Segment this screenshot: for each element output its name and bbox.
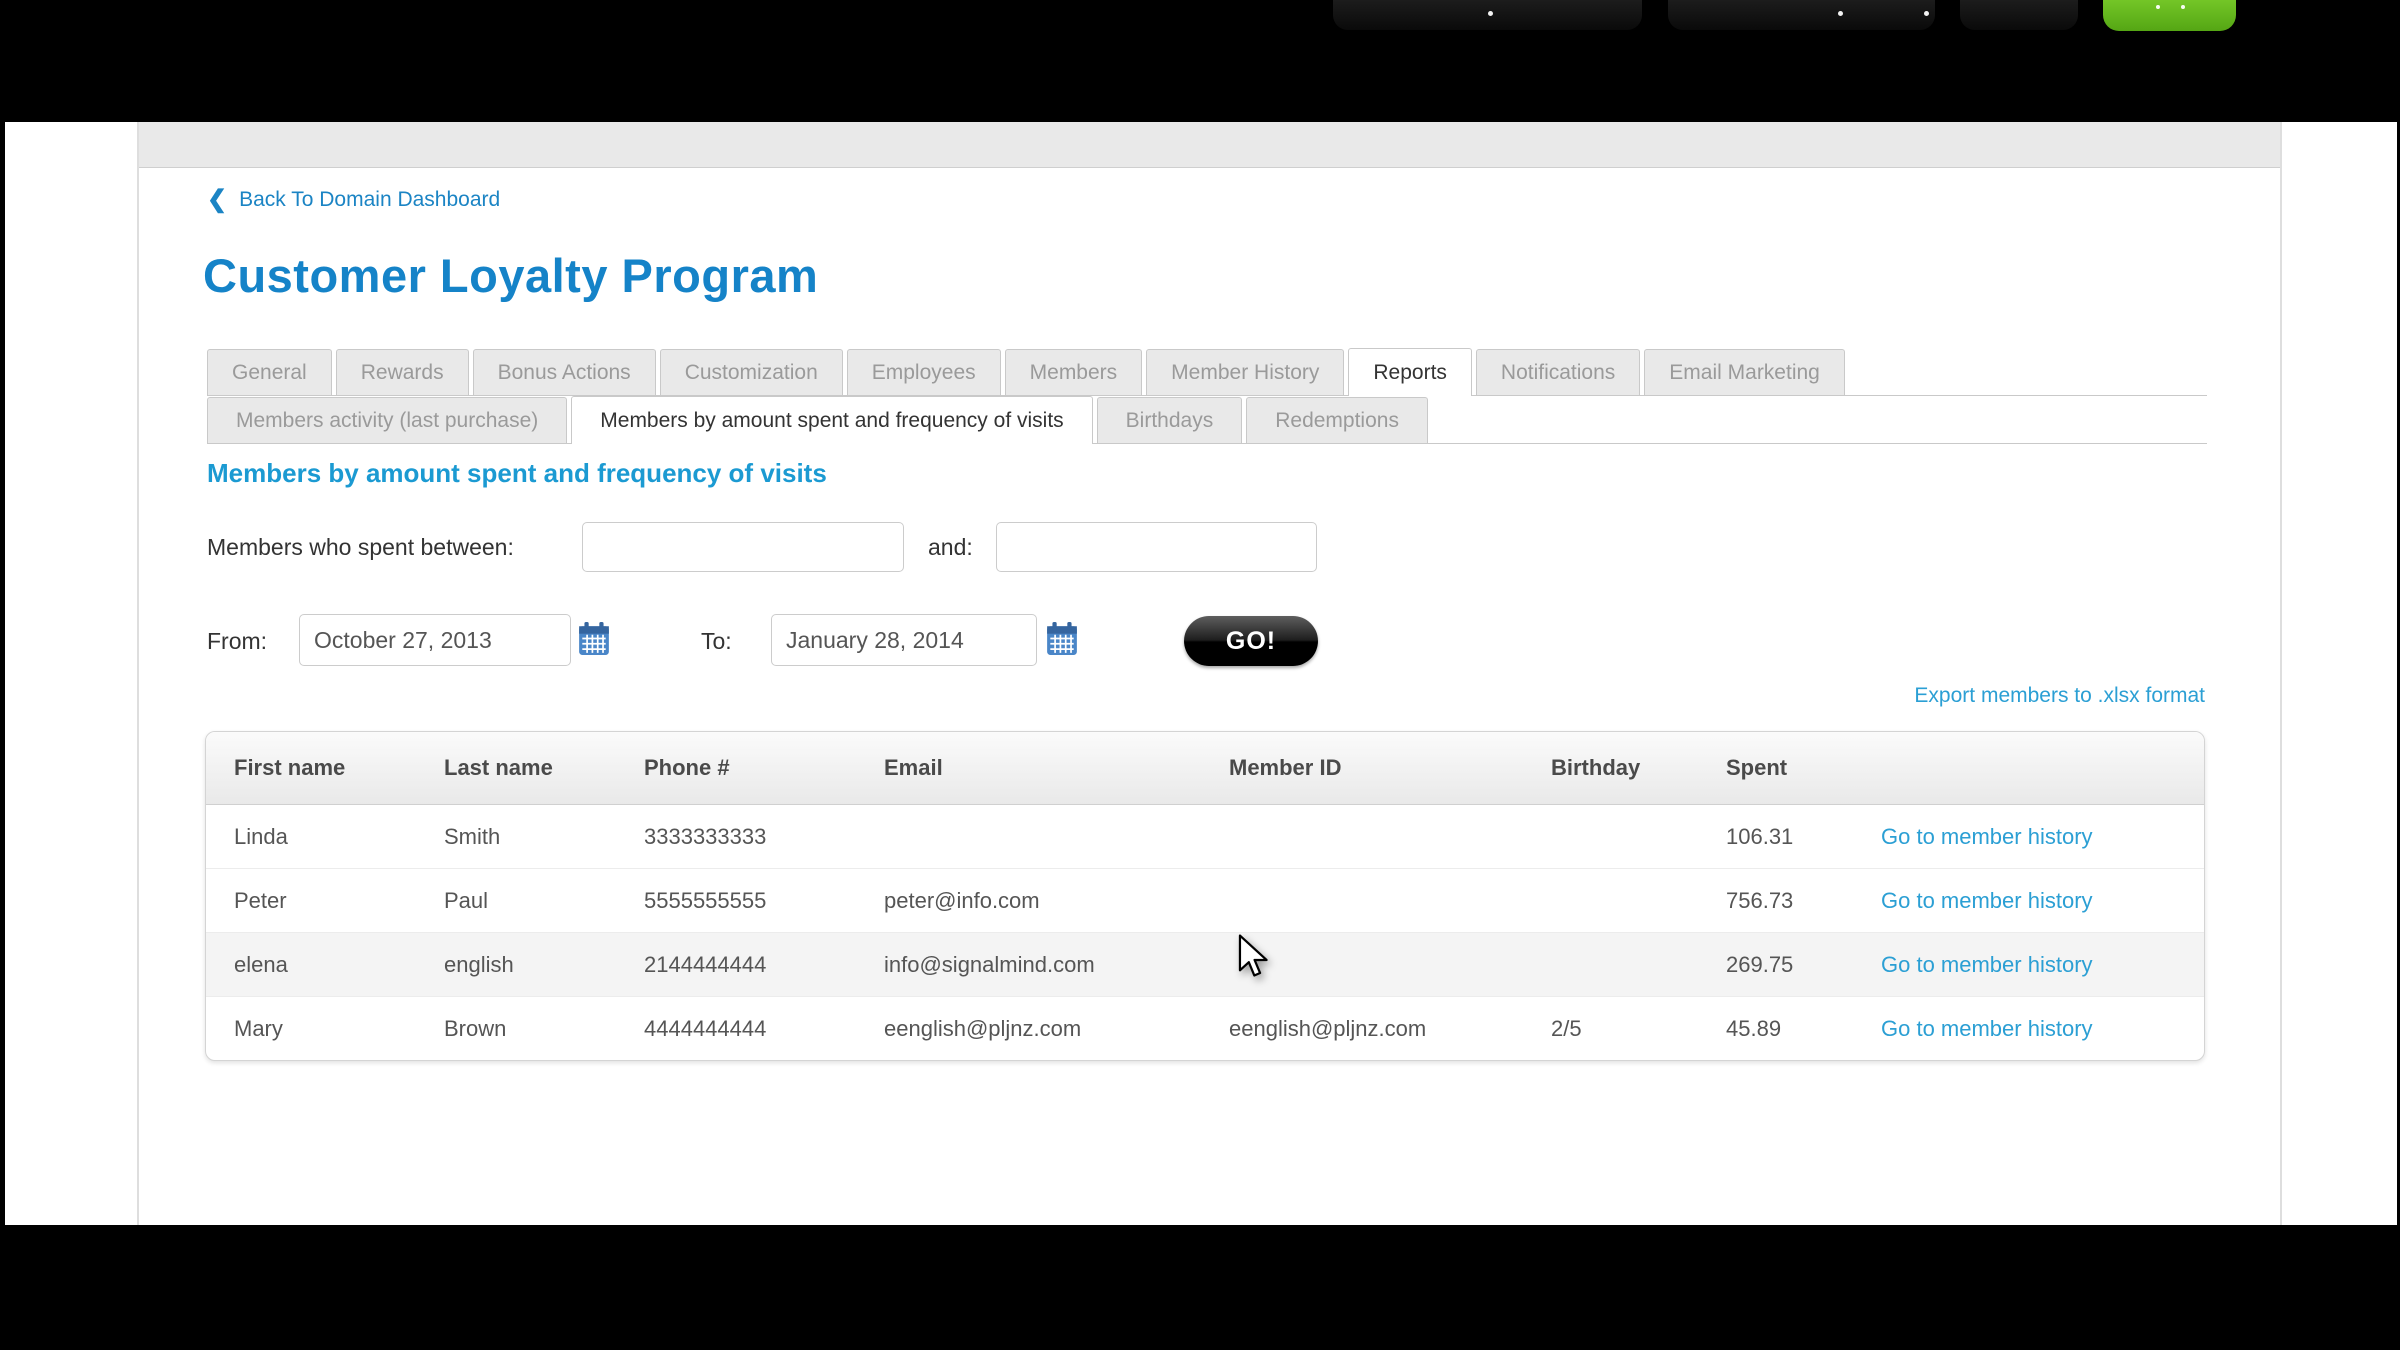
cell-first: Mary: [206, 996, 416, 1060]
column-header-email: Email: [856, 732, 1201, 805]
tab-birthdays[interactable]: Birthdays: [1096, 397, 1243, 443]
tab-customization[interactable]: Customization: [659, 349, 843, 395]
tab-members-by-amount-spent-and-frequency-of-visits[interactable]: Members by amount spent and frequency of…: [571, 396, 1093, 444]
go-to-member-history-link[interactable]: Go to member history: [1881, 1015, 2093, 1041]
cutoff-text-dot: [2156, 5, 2160, 9]
column-header-spent: Spent: [1698, 732, 1853, 805]
cell-spent: 45.89: [1698, 996, 1853, 1060]
column-header-blank: [1853, 732, 2204, 805]
member-row-mary-brown: Mary Brown 4444444444 eenglish@pljnz.com een…: [206, 996, 2204, 1060]
report-heading: Members by amount spent and frequency of…: [207, 458, 827, 488]
cell-phone: 3333333333: [644, 823, 767, 849]
column-header-birthday: Birthday: [1523, 732, 1698, 805]
content-right-divider: [2280, 122, 2282, 1225]
cutoff-text-dot: [1838, 11, 1843, 16]
back-chevron-icon: ❮: [207, 186, 228, 213]
cell-last: english: [416, 932, 616, 997]
spent-filter-label: Members who spent between:: [207, 534, 514, 560]
cell-member_id: eenglish@pljnz.com: [1201, 996, 1523, 1060]
go-to-member-history-link[interactable]: Go to member history: [1881, 951, 2093, 977]
cell-phone: 4444444444: [616, 996, 856, 1060]
go-button[interactable]: GO!: [1184, 616, 1318, 666]
cell-email: [856, 805, 1201, 869]
cell-phone: 2144444444: [616, 932, 856, 997]
back-to-dashboard-link[interactable]: ❮ Back To Domain Dashboard: [207, 188, 500, 212]
cutoff-text-dot: [1488, 11, 1493, 16]
cell-spent: 756.73: [1698, 868, 1853, 933]
cell-action: Go to member history: [1853, 868, 2204, 933]
cutoff-toolbar-button-1[interactable]: [1333, 0, 1642, 30]
primary-tab-row: General Rewards Bonus Actions Customization…: [207, 348, 2207, 396]
tab-members-activity-last-purchase[interactable]: Members activity (last purchase): [207, 397, 568, 443]
content-left-divider: [137, 122, 139, 1225]
cell-birthday: 2/5: [1523, 996, 1698, 1060]
cell-birthday: [1523, 868, 1698, 933]
tab-members[interactable]: Members: [1004, 349, 1143, 395]
cell-action: Go to member history: [1853, 996, 2204, 1060]
tab-email-marketing[interactable]: Email Marketing: [1644, 349, 1845, 395]
tab-member-history[interactable]: Member History: [1146, 349, 1345, 395]
cell-last: Brown: [416, 996, 616, 1060]
cell-email: info@signalmind.com: [856, 932, 1201, 997]
cell-member_id: [1201, 932, 1523, 997]
cell-first: Linda: [234, 823, 288, 849]
column-header-last-name: Last name: [416, 732, 616, 805]
tab-redemptions[interactable]: Redemptions: [1246, 397, 1428, 443]
cutoff-text-dot: [1924, 11, 1929, 16]
to-label: To:: [701, 628, 732, 654]
from-label: From:: [207, 628, 268, 654]
member-row-peter-paul: Peter Paul 5555555555 peter@info.com 756.73 G…: [206, 868, 2204, 933]
member-row-elena-english: elena english 2144444444 info@signalmind.co…: [206, 932, 2204, 997]
tab-employees[interactable]: Employees: [846, 349, 1001, 395]
export-xlsx-link[interactable]: Export members to .xlsx format: [1914, 684, 2205, 707]
cell-phone: 5555555555: [616, 868, 856, 933]
cell-email: eenglish@pljnz.com: [856, 996, 1201, 1060]
spent-min-input[interactable]: [582, 522, 904, 572]
members-table: First name Last name Phone # Email Member ID…: [205, 731, 2205, 1061]
go-to-member-history-link[interactable]: Go to member history: [1881, 887, 2093, 913]
tab-bonus-actions[interactable]: Bonus Actions: [472, 349, 656, 395]
column-header-member-id: Member ID: [1201, 732, 1523, 805]
tab-notifications[interactable]: Notifications: [1475, 349, 1641, 395]
from-date-input[interactable]: [299, 614, 571, 666]
cell-email: peter@info.com: [856, 868, 1201, 933]
mouse-cursor: [1237, 934, 1271, 985]
and-label: and:: [928, 534, 973, 560]
column-header-phone: Phone #: [616, 732, 856, 805]
cell-birthday: [1523, 932, 1698, 997]
tab-general[interactable]: General: [207, 349, 332, 395]
cell-first: elena: [206, 932, 416, 997]
page-title: Customer Loyalty Program: [203, 249, 819, 302]
cell-member_id: [1201, 805, 1523, 869]
tab-reports[interactable]: Reports: [1348, 348, 1472, 396]
cell-spent: 106.31: [1726, 823, 1794, 849]
cutoff-text-dot: [2181, 5, 2185, 9]
cutoff-toolbar-button-2[interactable]: [1668, 0, 1935, 30]
tab-rewards[interactable]: Rewards: [335, 349, 469, 395]
column-header-first-name: First name: [206, 732, 416, 805]
cutoff-toolbar-green-button[interactable]: [2103, 0, 2236, 31]
table-body: Linda Smith 3333333333 106.31 Go to member h…: [206, 805, 2204, 1060]
table-header-row: First name Last name Phone # Email Member ID…: [206, 732, 2204, 805]
cell-first: Peter: [206, 868, 416, 933]
cell-member_id: [1201, 868, 1523, 933]
secondary-tab-row: Members activity (last purchase) Members …: [207, 396, 2207, 444]
spent-max-input[interactable]: [996, 522, 1317, 572]
from-calendar-icon[interactable]: [578, 622, 610, 656]
cell-spent: 269.75: [1698, 932, 1853, 997]
top-toolbar-band: [139, 122, 2280, 168]
go-to-member-history-link[interactable]: Go to member history: [1881, 823, 2093, 849]
back-link-label: Back To Domain Dashboard: [239, 188, 501, 211]
cell-last: Paul: [416, 868, 616, 933]
to-calendar-icon[interactable]: [1046, 622, 1078, 656]
cell-last: Smith: [444, 823, 501, 849]
member-row-linda-smith: Linda Smith 3333333333 106.31 Go to member h…: [206, 805, 2204, 869]
cell-action: Go to member history: [1853, 805, 2204, 869]
to-date-input[interactable]: [771, 614, 1037, 666]
cell-birthday: [1523, 805, 1698, 869]
cell-action: Go to member history: [1853, 932, 2204, 997]
cutoff-toolbar-button-3[interactable]: [1960, 0, 2078, 30]
